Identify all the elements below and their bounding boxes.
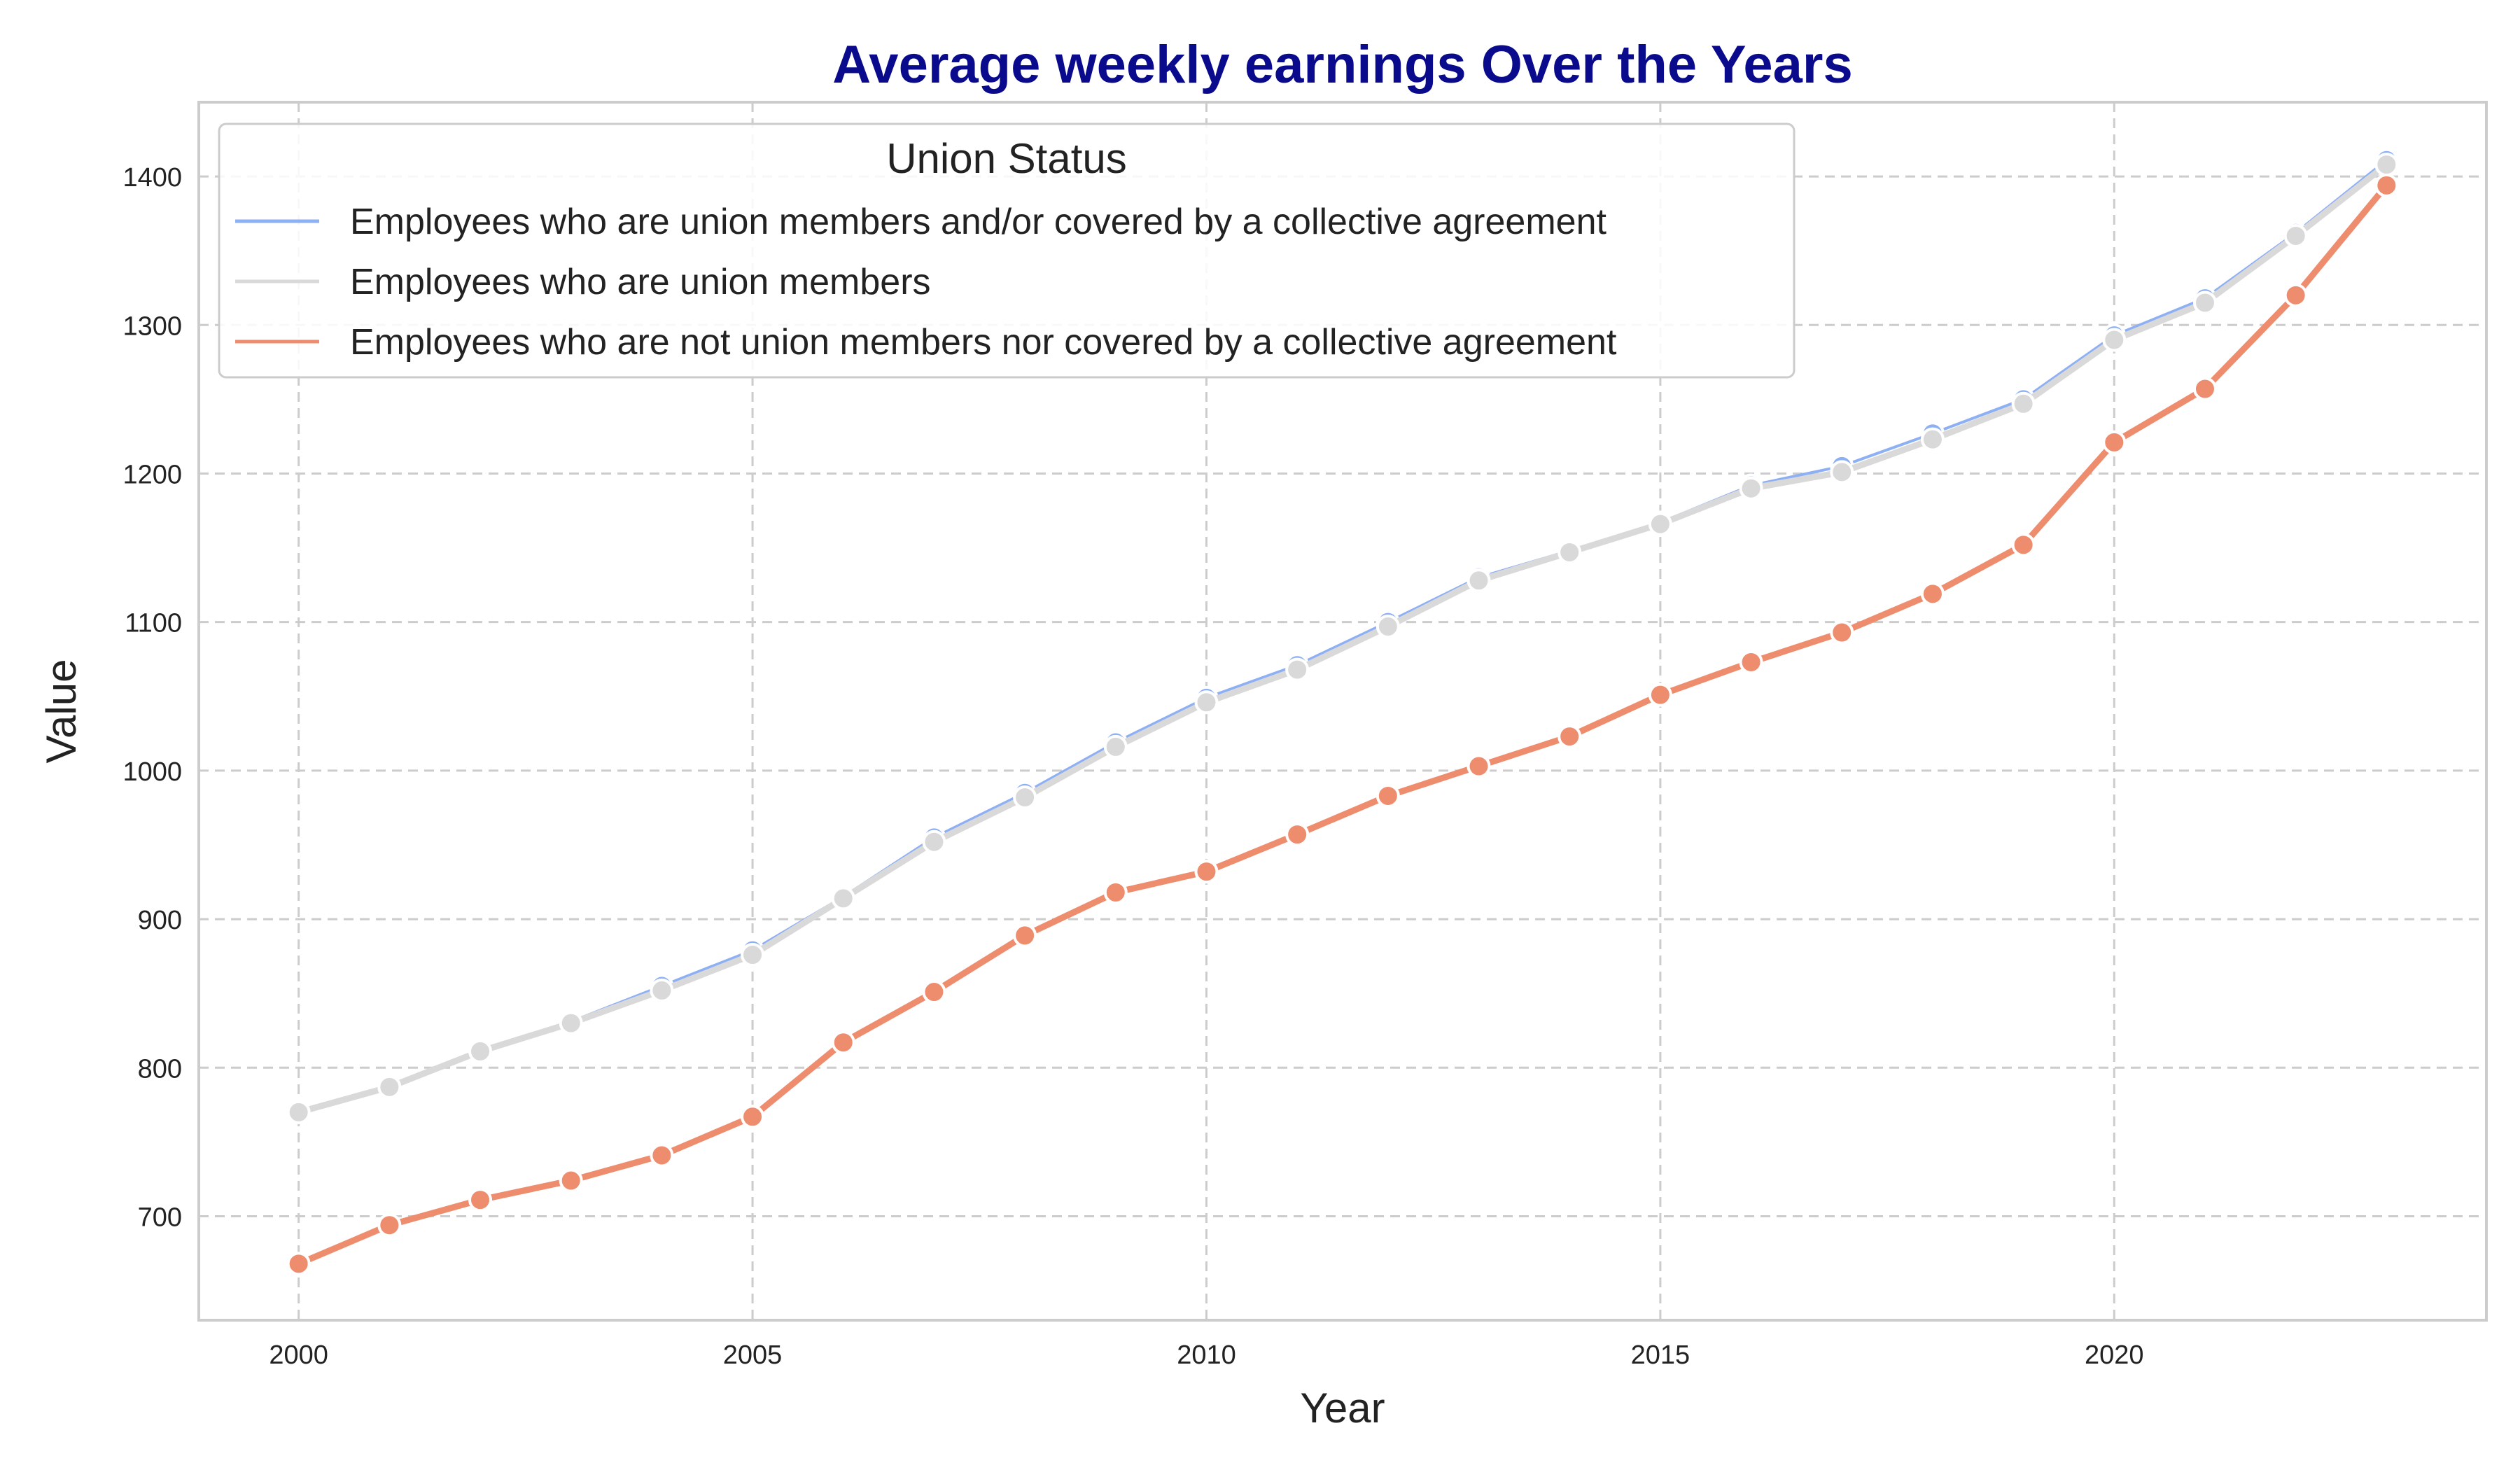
data-point: [2011, 391, 2036, 416]
tick-labels: 2000 2005 2010 2015 2020 700 800 900 1000 1100 120…: [122, 163, 2143, 1370]
data-point: [1103, 880, 1128, 904]
data-point: [286, 1100, 311, 1124]
data-point: [559, 1168, 583, 1193]
data-point: [1830, 620, 1854, 645]
legend-entries: Employees who are union members and/or c…: [235, 202, 1617, 363]
x-tick-label: 2000: [269, 1340, 328, 1370]
data-point: [1376, 783, 1400, 808]
data-point: [2102, 328, 2127, 352]
data-point: [1648, 512, 1672, 536]
series-line: [295, 182, 2390, 1267]
y-tick-label: 900: [138, 906, 182, 935]
data-point: [650, 1143, 674, 1168]
data-point: [2374, 173, 2399, 197]
legend-entry: Employees who are union members: [235, 262, 931, 302]
series-line: [295, 161, 2390, 1116]
y-tick-label: 1400: [122, 163, 182, 192]
x-tick-label: 2005: [723, 1340, 783, 1370]
data-point: [468, 1039, 493, 1063]
data-point: [831, 1030, 855, 1055]
series-line: [297, 158, 2388, 1112]
data-point: [2374, 153, 2399, 177]
y-tick-label: 1300: [122, 312, 182, 341]
series-layer: [286, 148, 2399, 1276]
data-point: [1739, 476, 1763, 500]
data-point: [377, 1213, 402, 1238]
plot-frame: [197, 101, 2488, 1322]
data-point: [741, 943, 765, 967]
data-point: [1558, 724, 1582, 749]
data-point: [2283, 283, 2308, 307]
legend-entry: Employees who are union members and/or c…: [235, 202, 1606, 242]
data-point: [741, 1105, 765, 1129]
y-tick-label: 1100: [125, 609, 182, 638]
legend-label: Employees who are union members and/or c…: [350, 202, 1606, 242]
data-point: [1194, 690, 1219, 715]
series-2: [286, 153, 2399, 1124]
data-point: [922, 980, 946, 1004]
data-point: [1285, 657, 1310, 682]
chart-title: Average weekly earnings Over the Years: [832, 35, 1853, 94]
data-point: [2283, 223, 2308, 248]
data-point: [468, 1188, 493, 1212]
data-point: [922, 830, 946, 854]
legend-label: Employees who are not union members nor …: [350, 322, 1617, 363]
data-point: [1466, 568, 1491, 593]
x-tick-label: 2020: [2085, 1340, 2144, 1370]
data-point: [650, 978, 674, 1002]
y-tick-label: 800: [138, 1054, 182, 1084]
data-point: [2011, 533, 2036, 557]
data-point: [2192, 290, 2217, 315]
data-point: [1013, 923, 1037, 948]
data-point: [559, 1011, 583, 1035]
legend: Union Status Employees who are union mem…: [218, 122, 1795, 379]
data-point: [286, 1252, 311, 1276]
data-point: [1830, 460, 1854, 484]
data-point: [1013, 785, 1037, 810]
data-point: [1558, 540, 1582, 564]
x-axis-label: Year: [1300, 1385, 1385, 1432]
data-point: [1376, 615, 1400, 639]
legend-title: Union Status: [886, 135, 1127, 182]
data-point: [1194, 860, 1219, 884]
data-point: [2192, 377, 2217, 401]
data-point: [1285, 822, 1310, 847]
data-point: [1920, 427, 1945, 451]
data-point: [1466, 754, 1491, 778]
data-point: [1920, 582, 1945, 606]
legend-box: [218, 122, 1795, 379]
legend-entry: Employees who are not union members nor …: [235, 322, 1617, 363]
data-point: [377, 1074, 402, 1099]
data-point: [1648, 682, 1672, 707]
data-point: [1739, 650, 1763, 674]
x-tick-label: 2010: [1177, 1340, 1236, 1370]
data-point: [831, 886, 855, 911]
data-point: [1103, 734, 1128, 759]
y-axis-label: Value: [38, 659, 85, 763]
x-tick-label: 2015: [1631, 1340, 1690, 1370]
series-3: [286, 173, 2399, 1276]
y-tick-label: 700: [138, 1203, 182, 1232]
y-tick-label: 1000: [122, 757, 182, 787]
data-point: [2102, 430, 2127, 454]
legend-label: Employees who are union members: [350, 262, 931, 302]
y-tick-label: 1200: [122, 460, 182, 489]
